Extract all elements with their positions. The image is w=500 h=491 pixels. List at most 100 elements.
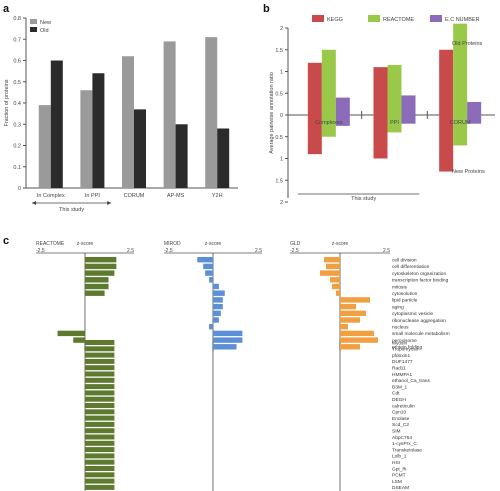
b-bar-pos-1 (321, 49, 336, 115)
c-bar-g1-reactome (85, 270, 115, 276)
c-xtick-right: 2.5 (127, 248, 134, 254)
b-y-tick-label: 1.5 (275, 48, 283, 54)
a-y-tick-label: 0.2 (13, 144, 21, 150)
b-annotation-old: Old Proteins (452, 41, 483, 47)
panel-label-b: b (263, 3, 270, 15)
c-bar-g2-reactome (85, 409, 115, 415)
b-legend-label: E.C NUMBER (445, 17, 480, 23)
a-study-label: This study (59, 207, 84, 213)
c-row-label-g2: 1-cysPrx_C (392, 441, 417, 447)
b-legend-swatch (368, 15, 380, 22)
b-y-tick-label: 1 (280, 157, 283, 163)
a-y-tick-label: 0.6 (13, 59, 21, 65)
b-bar-pos-2 (335, 97, 350, 115)
c-xtick-left: -2.5 (164, 248, 173, 254)
c-row-label-g2: Gpt_fh (392, 466, 407, 472)
c-row-label-g1: protein folding (392, 345, 422, 351)
a-y-tick-label: 0.5 (13, 80, 21, 86)
b-y-axis-label: Average pairwise annotation ratio (269, 72, 275, 154)
a-bar-old (217, 128, 230, 188)
b-bar-pos-0 (307, 62, 322, 115)
a-x-tick-label: AP-MS (167, 193, 185, 199)
b-y-tick-label: 2 (280, 26, 283, 32)
c-bar-g2-reactome (85, 340, 115, 345)
c-bar-g1-gld (340, 344, 360, 350)
a-y-tick-label: 0.1 (13, 165, 21, 171)
c-xtick-left: -2.5 (36, 248, 45, 254)
b-study-label: This study (351, 196, 376, 202)
a-bar-old (175, 124, 188, 188)
c-bar-g1-mirod (197, 257, 213, 263)
a-y-tick-label: 0 (18, 186, 21, 192)
c-bar-g2-reactome (85, 352, 115, 358)
c-bar-g2-reactome (85, 453, 115, 459)
c-bar-g1-mirod (213, 303, 223, 310)
b-bar-neg-0 (439, 115, 454, 172)
c-bar-g1-gld (336, 290, 340, 296)
panel-label-c: c (3, 235, 9, 247)
c-row-label-g2: DUF1477 (392, 359, 413, 365)
b-bar-neg-0 (373, 115, 388, 159)
c-bar-g2-reactome (85, 484, 115, 490)
c-row-label-g2: Lolb_1 (392, 454, 407, 460)
c-bar-g2-reactome (85, 466, 115, 471)
c-bar-g2-reactome (85, 440, 115, 446)
c-row-label-g1: aging (392, 304, 404, 310)
c-bar-g2-reactome (85, 428, 115, 434)
b-y-tick-label: 0 (280, 113, 283, 119)
c-row-label-g2: pfdoxin1 (392, 353, 410, 359)
c-bar-g1-mirod (209, 324, 213, 330)
c-bar-g1-gld (340, 324, 348, 330)
c-row-label-g2: Rad11 (392, 366, 406, 372)
panel-b-chart: 2 1.5 1 0.5 0 0.5 1 1.5 2 Average pairwise annota… (269, 15, 495, 206)
c-bar-g1-gld (326, 263, 340, 270)
c-bar-g1-mirod (205, 270, 213, 276)
c-bar-g1-reactome (57, 330, 85, 337)
a-legend-label: New (40, 20, 51, 26)
b-annotation-new: New Proteins (452, 169, 485, 175)
b-legend-swatch (430, 15, 442, 22)
c-bar-g2-reactome (85, 346, 115, 352)
c-row-label-g2: Scd_C2 (392, 422, 409, 428)
a-x-tick-label: Y2H (212, 193, 223, 199)
b-bar-neg-1 (321, 115, 336, 137)
c-bar-g1-mirod (203, 263, 213, 270)
c-row-label-g2: Tropomyosin (392, 347, 420, 353)
a-bar-new (80, 90, 93, 188)
c-bar-g1-gld (330, 277, 340, 283)
c-bar-g1-gld (340, 337, 378, 343)
c-bar-g1-gld (320, 270, 340, 276)
c-bar-g2-reactome (85, 371, 115, 377)
c-panel-name: GLD (290, 241, 301, 247)
c-xtick-left: -2.5 (290, 248, 299, 254)
b-bar-neg-1 (453, 115, 468, 146)
c-bar-g1-reactome (85, 257, 117, 263)
a-x-tick-label: CORUM (124, 193, 145, 199)
b-x-tick-label: CORUM (450, 120, 471, 126)
b-y-tick-label: 1 (280, 70, 283, 76)
b-bar-pos-1 (453, 23, 468, 115)
panel-c-chart: REACTOME z-score -2.5 2.5 MIROD z-score -2.5 2.… (36, 241, 450, 491)
c-row-label-g2: PCMT (392, 473, 406, 479)
c-bar-g1-gld (324, 257, 340, 263)
c-row-label-g1: transcription factor binding (392, 278, 449, 284)
c-row-label-g2: Cdt (392, 391, 400, 397)
c-row-label-g1: small molecule metabolism (392, 331, 450, 337)
c-row-label-g2: calreticulin (392, 403, 415, 409)
c-bar-g2-reactome (85, 472, 115, 478)
c-bar-g2-reactome (85, 447, 115, 453)
c-row-label-g2: Enolase (392, 416, 410, 422)
c-row-label-g2: ethanol_Ca_trans (392, 378, 430, 384)
c-xtick-right: 2.5 (255, 248, 262, 254)
b-bar-neg-2 (335, 115, 350, 126)
c-bar-g2-reactome (85, 384, 115, 390)
c-bar-g1-reactome (85, 283, 109, 290)
c-bar-g1-reactome (85, 277, 109, 283)
a-study-arrowhead-left (32, 201, 36, 205)
c-row-label-g2: LSM (392, 479, 402, 485)
c-bar-g2-reactome (85, 377, 115, 383)
c-bar-g1-gld (340, 297, 370, 303)
c-bar-g1-mirod (213, 337, 243, 343)
c-bar-g1-gld (340, 317, 360, 323)
